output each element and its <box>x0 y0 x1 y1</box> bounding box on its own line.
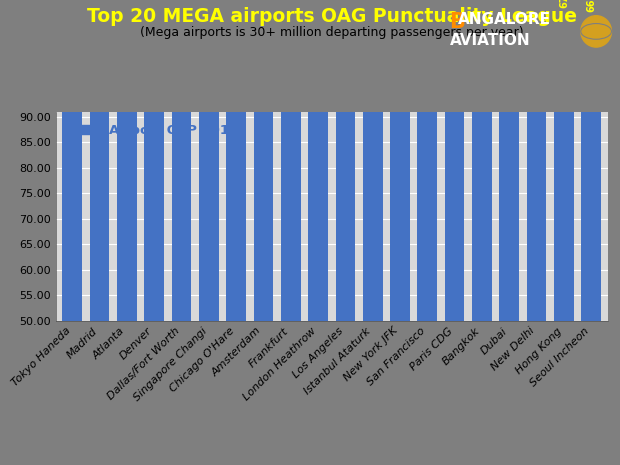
Bar <box>144 0 164 321</box>
Bar <box>335 0 355 321</box>
Text: Top 20 MEGA airports OAG Punctuality League: Top 20 MEGA airports OAG Punctuality Lea… <box>87 7 577 26</box>
Bar <box>363 0 383 321</box>
Bar <box>500 0 519 321</box>
Text: (Mega airports is 30+ million departing passengers per year): (Mega airports is 30+ million departing … <box>140 26 523 39</box>
Bar <box>390 0 410 321</box>
Bar <box>281 0 301 321</box>
Text: B: B <box>450 12 466 32</box>
Bar <box>527 0 546 321</box>
Bar <box>226 0 246 321</box>
Text: 67.92: 67.92 <box>559 0 569 7</box>
Bar <box>254 0 273 321</box>
Text: ANGALORE: ANGALORE <box>458 12 551 27</box>
Bar <box>308 0 328 321</box>
Legend: Airport OTP 2017: Airport OTP 2017 <box>68 120 242 141</box>
Bar <box>199 0 219 321</box>
Text: AVIATION: AVIATION <box>450 33 530 47</box>
Bar <box>417 0 437 321</box>
Bar <box>63 0 82 321</box>
Bar <box>582 0 601 321</box>
Text: 66.96: 66.96 <box>586 0 596 13</box>
Bar <box>172 0 192 321</box>
Bar <box>554 0 574 321</box>
Bar <box>445 0 464 321</box>
Bar <box>117 0 136 321</box>
Bar <box>472 0 492 321</box>
Circle shape <box>581 16 611 47</box>
Bar <box>90 0 109 321</box>
